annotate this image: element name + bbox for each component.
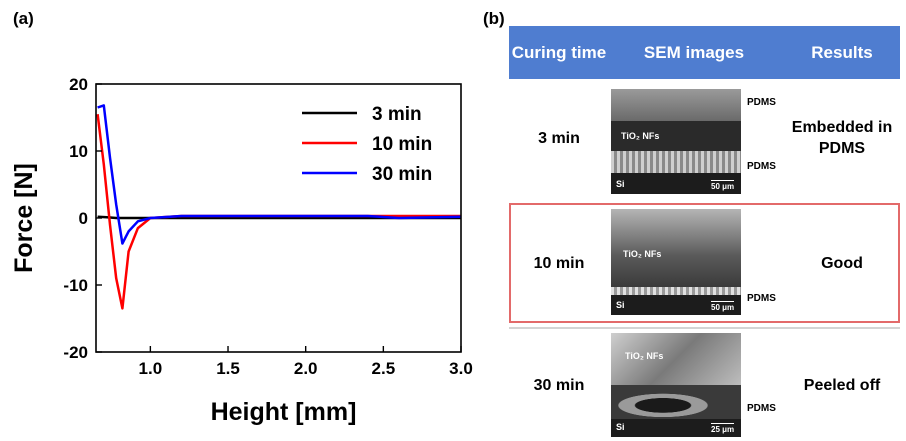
y-tick-label: -20 xyxy=(63,343,88,362)
sem-image-10min: TiO₂ NFs Si 50 μm xyxy=(611,209,741,315)
result-cell: Embedded in PDMS xyxy=(791,119,893,157)
sem-scale-bar: 50 μm xyxy=(711,180,735,191)
pdms-annotation: PDMS xyxy=(747,161,776,172)
sem-layer-label: TiO₂ NFs xyxy=(621,131,660,141)
series-line-2 xyxy=(97,104,461,245)
header-curing-time: Curing time xyxy=(511,42,607,62)
panel-a-label: (a) xyxy=(13,9,34,28)
y-tick-label: 0 xyxy=(79,209,88,228)
sem-substrate-label: Si xyxy=(616,422,625,432)
x-tick-label: 3.0 xyxy=(449,359,473,378)
curing-time-cell: 10 min xyxy=(533,254,585,272)
sem-layer-label: TiO₂ NFs xyxy=(623,249,662,259)
result-cell: Good xyxy=(821,254,863,272)
header-results: Results xyxy=(811,42,873,62)
legend-label: 3 min xyxy=(372,104,422,125)
panel-b-label: (b) xyxy=(483,9,505,28)
pdms-annotation: PDMS xyxy=(747,97,776,108)
result-cell: Peeled off xyxy=(803,376,881,394)
y-axis-title: Force [N] xyxy=(10,163,38,273)
sem-layer-label: TiO₂ NFs xyxy=(625,351,664,361)
sem-scale-bar: 25 μm xyxy=(711,423,735,434)
x-axis-title: Height [mm] xyxy=(211,398,357,426)
x-tick-label: 1.0 xyxy=(139,359,163,378)
x-tick-label: 2.0 xyxy=(294,359,318,378)
table-header: Curing time SEM images Results xyxy=(509,26,900,79)
sem-image-3min: TiO₂ NFs Si 50 μm xyxy=(611,89,741,194)
sem-image-30min: TiO₂ NFs Si 25 μm xyxy=(611,333,741,437)
sem-substrate-label: Si xyxy=(616,300,625,310)
curing-time-cell: 3 min xyxy=(538,129,580,147)
header-sem-images: SEM images xyxy=(643,42,745,62)
pdms-annotation: PDMS xyxy=(747,293,776,304)
table-row-30min: 30 min TiO₂ NFs Si 25 μm PDMS Peeled off xyxy=(509,327,900,441)
x-tick-label: 2.5 xyxy=(372,359,396,378)
legend-label: 30 min xyxy=(372,164,432,185)
series-line-0 xyxy=(97,215,461,220)
y-tick-label: 20 xyxy=(69,75,88,94)
sem-substrate-label: Si xyxy=(616,179,625,189)
force-height-chart: 1.0 1.5 2.0 2.5 3.0 20 10 0 -10 -20 Height [mm] For… xyxy=(10,75,473,426)
y-tick-label: 10 xyxy=(69,142,88,161)
sem-scale-bar: 50 μm xyxy=(711,301,735,312)
curing-table: Curing time SEM images Results 3 min TiO… xyxy=(509,26,906,440)
table-row-10min: 10 min TiO₂ NFs Si 50 μm PDMS Good xyxy=(509,203,900,323)
table-row-3min: 3 min TiO₂ NFs Si 50 μm PDMS PDMS Embedd… xyxy=(509,79,900,197)
legend-label: 10 min xyxy=(372,134,432,155)
pdms-annotation: PDMS xyxy=(747,403,776,414)
row-highlight-box xyxy=(509,203,900,323)
curing-time-cell: 30 min xyxy=(533,376,585,394)
y-tick-label: -10 xyxy=(63,276,88,295)
x-tick-label: 1.5 xyxy=(216,359,240,378)
